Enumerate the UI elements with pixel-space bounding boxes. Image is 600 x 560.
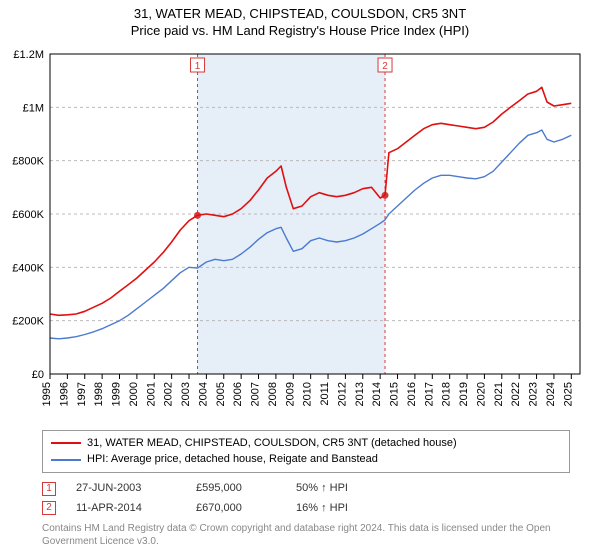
legend: 31, WATER MEAD, CHIPSTEAD, COULSDON, CR5… <box>42 430 570 473</box>
line-chart: £0 £200K £400K £600K £800K £1M £1.2M 1995 1996 19… <box>0 44 600 424</box>
svg-text:£800K: £800K <box>12 155 44 167</box>
svg-text:2010: 2010 <box>302 382 314 406</box>
svg-text:1997: 1997 <box>76 382 88 406</box>
svg-text:£1.2M: £1.2M <box>13 49 44 61</box>
svg-text:2: 2 <box>382 61 388 72</box>
svg-text:£1M: £1M <box>23 102 44 114</box>
svg-text:2020: 2020 <box>475 382 487 406</box>
sale-row: 2 11-APR-2014 £670,000 16% ↑ HPI <box>42 499 570 519</box>
svg-text:2013: 2013 <box>354 382 366 406</box>
footer-note: Contains HM Land Registry data © Crown c… <box>42 522 570 548</box>
svg-text:£0: £0 <box>32 369 44 381</box>
svg-text:2005: 2005 <box>215 382 227 406</box>
legend-swatch <box>51 442 81 444</box>
svg-text:2000: 2000 <box>128 382 140 406</box>
svg-text:£400K: £400K <box>12 262 44 274</box>
svg-text:£600K: £600K <box>12 209 44 221</box>
sale-marker: 1 <box>42 482 56 496</box>
sale-price: £595,000 <box>196 479 276 499</box>
svg-text:2015: 2015 <box>389 382 401 406</box>
svg-text:2014: 2014 <box>371 382 383 406</box>
svg-text:1999: 1999 <box>111 382 123 406</box>
svg-text:2023: 2023 <box>528 382 540 406</box>
svg-text:1995: 1995 <box>41 382 53 406</box>
svg-text:2025: 2025 <box>562 382 574 406</box>
sale-price: £670,000 <box>196 499 276 519</box>
svg-text:1: 1 <box>195 61 201 72</box>
svg-text:2004: 2004 <box>197 382 209 406</box>
svg-text:2019: 2019 <box>458 382 470 406</box>
sale-row: 1 27-JUN-2003 £595,000 50% ↑ HPI <box>42 479 570 499</box>
svg-text:2012: 2012 <box>336 382 348 406</box>
svg-text:2001: 2001 <box>145 382 157 406</box>
svg-text:2006: 2006 <box>232 382 244 406</box>
legend-label: HPI: Average price, detached house, Reig… <box>87 451 378 468</box>
legend-item: 31, WATER MEAD, CHIPSTEAD, COULSDON, CR5… <box>51 435 561 452</box>
svg-text:2011: 2011 <box>319 382 331 406</box>
svg-text:2008: 2008 <box>267 382 279 406</box>
sale-date: 27-JUN-2003 <box>76 479 176 499</box>
svg-text:2024: 2024 <box>545 382 557 406</box>
sales-table: 1 27-JUN-2003 £595,000 50% ↑ HPI 2 11-APR-201… <box>42 479 570 519</box>
title-sub: Price paid vs. HM Land Registry's House … <box>0 23 600 40</box>
sale-diff: 16% ↑ HPI <box>296 499 376 519</box>
sale-marker: 2 <box>42 501 56 515</box>
title-main: 31, WATER MEAD, CHIPSTEAD, COULSDON, CR5… <box>0 6 600 23</box>
svg-text:2017: 2017 <box>423 382 435 406</box>
svg-text:£200K: £200K <box>12 315 44 327</box>
svg-text:2003: 2003 <box>180 382 192 406</box>
svg-text:2022: 2022 <box>510 382 522 406</box>
chart-area: £0 £200K £400K £600K £800K £1M £1.2M 1995 1996 19… <box>0 44 600 424</box>
legend-swatch <box>51 459 81 461</box>
svg-text:2021: 2021 <box>493 382 505 406</box>
legend-item: HPI: Average price, detached house, Reig… <box>51 451 561 468</box>
sale-date: 11-APR-2014 <box>76 499 176 519</box>
svg-text:2016: 2016 <box>406 382 418 406</box>
svg-text:1996: 1996 <box>58 382 70 406</box>
svg-text:2007: 2007 <box>250 382 262 406</box>
svg-text:2018: 2018 <box>441 382 453 406</box>
svg-text:2009: 2009 <box>284 382 296 406</box>
sale-diff: 50% ↑ HPI <box>296 479 376 499</box>
svg-text:2002: 2002 <box>163 382 175 406</box>
svg-text:1998: 1998 <box>93 382 105 406</box>
legend-label: 31, WATER MEAD, CHIPSTEAD, COULSDON, CR5… <box>87 435 457 452</box>
